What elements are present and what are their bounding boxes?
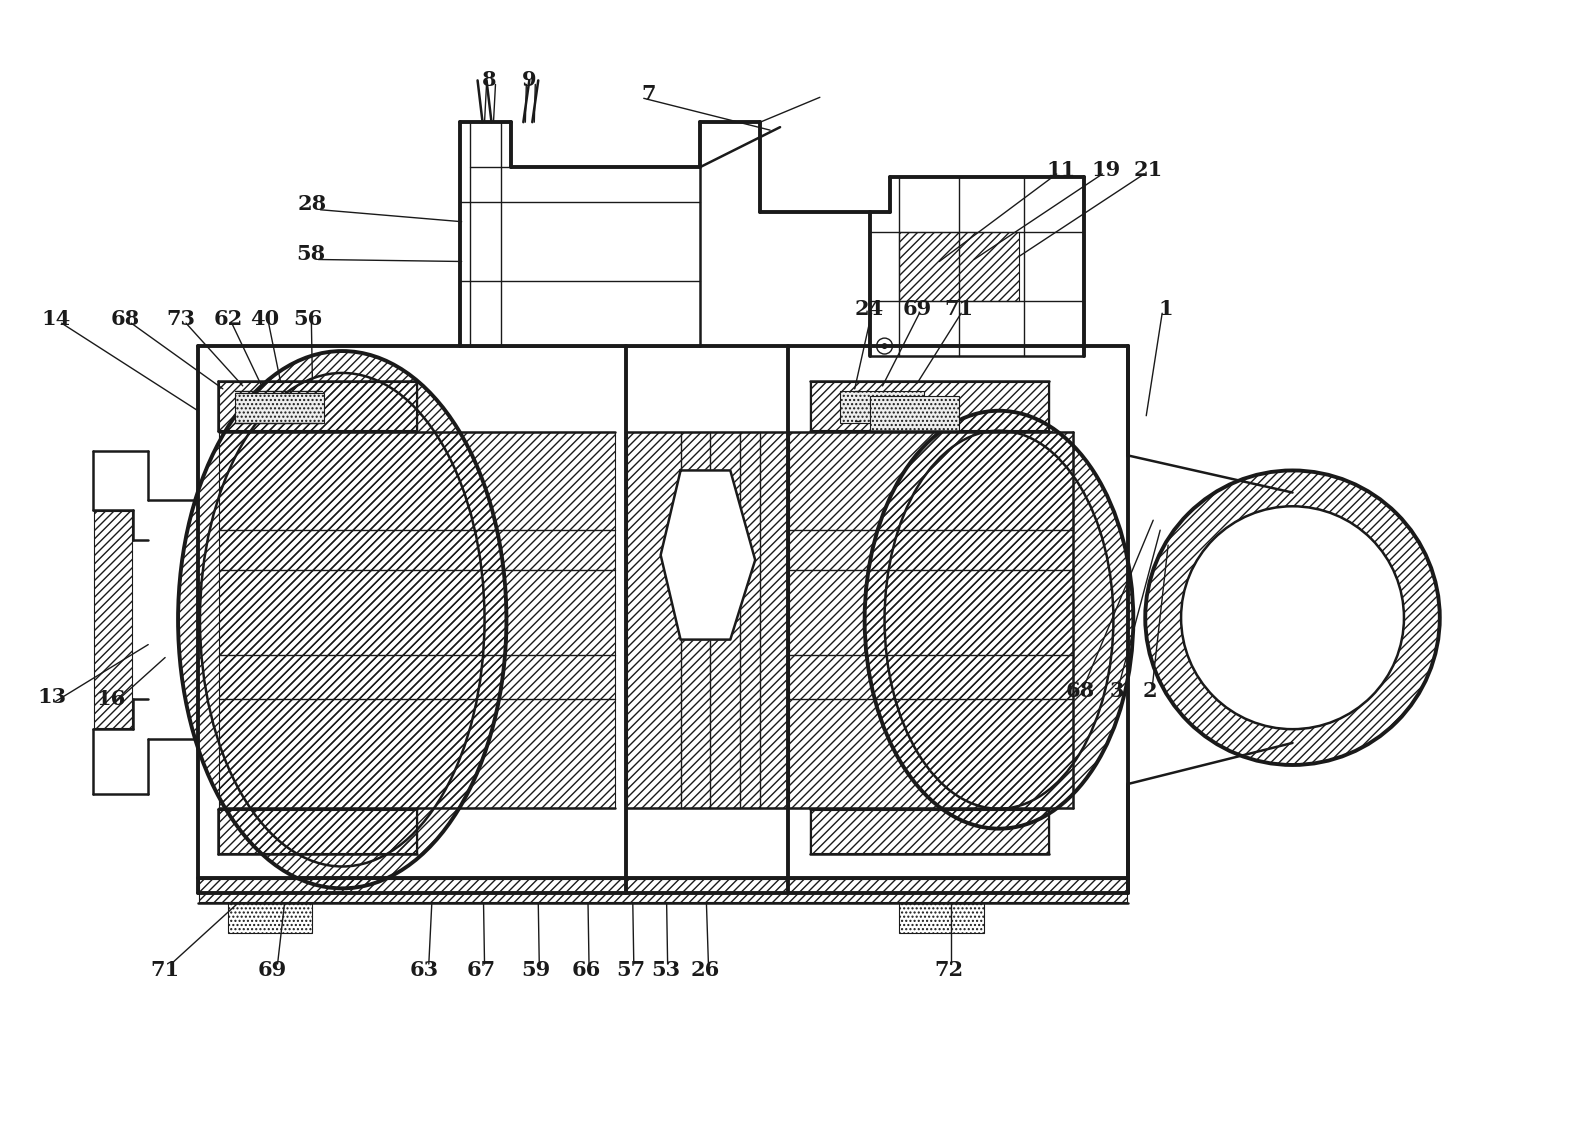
Text: 56: 56: [293, 310, 322, 329]
Bar: [810, 381, 1048, 430]
Text: 68: 68: [111, 310, 140, 329]
Circle shape: [882, 343, 888, 349]
Text: 11: 11: [1047, 160, 1075, 180]
Text: 73: 73: [167, 310, 195, 329]
Text: 69: 69: [259, 960, 287, 980]
Bar: [899, 903, 983, 934]
Text: 14: 14: [41, 310, 70, 329]
Text: 67: 67: [466, 960, 496, 980]
Bar: [869, 396, 960, 431]
Text: 59: 59: [522, 960, 550, 980]
Bar: [219, 381, 416, 430]
Text: 66: 66: [571, 960, 601, 980]
Text: 24: 24: [855, 300, 885, 320]
Text: 21: 21: [1134, 160, 1163, 180]
Text: 16: 16: [97, 689, 125, 709]
Text: 7: 7: [641, 84, 657, 104]
Bar: [235, 393, 324, 423]
Bar: [899, 231, 1018, 302]
Text: 57: 57: [617, 960, 646, 980]
Bar: [198, 880, 1128, 902]
Bar: [219, 810, 416, 853]
Text: 62: 62: [213, 310, 243, 329]
Text: 71: 71: [945, 300, 974, 320]
Text: 58: 58: [297, 243, 325, 264]
Polygon shape: [661, 470, 755, 640]
Text: 13: 13: [36, 688, 67, 707]
Bar: [626, 432, 787, 808]
Bar: [839, 390, 925, 423]
Text: 3: 3: [1109, 681, 1123, 701]
Text: 69: 69: [902, 300, 933, 320]
Text: 72: 72: [934, 960, 964, 980]
Bar: [95, 512, 132, 728]
Text: 1: 1: [1159, 300, 1174, 320]
Text: 9: 9: [522, 71, 536, 91]
Text: 26: 26: [691, 960, 720, 980]
Bar: [228, 903, 312, 934]
Text: 19: 19: [1091, 160, 1121, 180]
Text: 53: 53: [652, 960, 680, 980]
Text: 63: 63: [409, 960, 438, 980]
Bar: [219, 432, 615, 808]
Text: 40: 40: [251, 310, 279, 329]
Text: 2: 2: [1144, 681, 1158, 701]
Bar: [788, 432, 1072, 808]
Bar: [810, 810, 1048, 853]
Text: 8: 8: [482, 71, 496, 91]
Text: 68: 68: [1066, 681, 1094, 701]
Text: 71: 71: [151, 960, 179, 980]
Text: 28: 28: [298, 194, 327, 214]
